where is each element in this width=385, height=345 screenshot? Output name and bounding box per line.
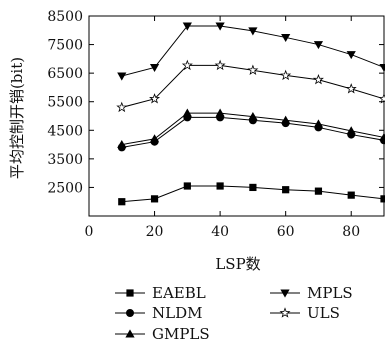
legend-marker-uls (279, 307, 291, 318)
data-point-mpls (248, 27, 258, 36)
data-point-gmpls (281, 115, 291, 124)
data-point-gmpls (248, 111, 258, 121)
legend-item-gmpls: GMPLS (115, 325, 210, 343)
legend-marker-gmpls (125, 329, 135, 338)
data-point-uls (378, 93, 385, 104)
data-point-mpls (215, 22, 225, 31)
data-point-mpls (346, 51, 356, 60)
data-point-gmpls (379, 132, 385, 141)
y-tick-label: 8500 (47, 9, 83, 25)
data-point-gmpls (313, 119, 324, 128)
data-point-gmpls (149, 134, 160, 143)
x-tick-label: 80 (342, 224, 360, 240)
data-point-mpls (281, 33, 291, 43)
x-tick-label: 40 (211, 224, 229, 240)
legend-marker-eaebl (126, 289, 134, 297)
data-point-eaebl (216, 182, 224, 190)
y-tick-label: 6500 (47, 66, 83, 82)
data-point-eaebl (380, 195, 385, 203)
legend: EAEBL NLDM GMPLS MPLS ULS (115, 284, 353, 343)
data-point-gmpls (346, 126, 356, 135)
data-point-uls (280, 69, 292, 81)
data-point-eaebl (183, 182, 191, 190)
data-point-uls (181, 59, 193, 71)
legend-marker-nldm (126, 309, 134, 317)
data-point-mpls (149, 63, 160, 73)
data-point-uls (149, 93, 161, 104)
data-point-mpls (182, 22, 192, 31)
legend-item-eaebl: EAEBL (115, 284, 206, 302)
y-tick-label: 2500 (47, 180, 83, 196)
data-point-eaebl (282, 186, 290, 194)
data-point-mpls (313, 41, 324, 50)
data-point-eaebl (150, 195, 159, 203)
series-mpls (117, 22, 385, 81)
series-uls (116, 59, 385, 113)
y-axis-label: 平均控制开销(bit) (8, 57, 26, 179)
x-tick-label: 60 (277, 224, 295, 240)
data-point-mpls (117, 72, 127, 81)
legend-label-eaebl: EAEBL (152, 284, 206, 302)
data-point-eaebl (249, 183, 257, 192)
data-point-uls (247, 64, 259, 75)
plot-area: 0 20 40 60 80 2500 3500 4500 5500 6500 7500 8500 (47, 9, 385, 240)
x-tick-label: 20 (146, 224, 164, 240)
legend-label-mpls: MPLS (307, 284, 353, 302)
y-tick-label: 5500 (47, 95, 83, 111)
data-point-uls (116, 101, 128, 113)
x-tick-label: 0 (85, 224, 94, 240)
series-gmpls (117, 108, 385, 149)
y-tick-label: 3500 (47, 152, 83, 168)
legend-label-gmpls: GMPLS (152, 325, 210, 343)
legend-item-mpls: MPLS (270, 284, 353, 302)
legend-item-uls: ULS (270, 304, 340, 322)
y-tick-label: 7500 (47, 38, 83, 54)
plot-frame (88, 15, 385, 217)
legend-item-nldm: NLDM (115, 304, 202, 322)
data-point-uls (214, 59, 226, 71)
series-eaebl (118, 182, 385, 206)
data-point-gmpls (117, 139, 127, 149)
data-point-eaebl (118, 198, 126, 206)
data-point-mpls (379, 63, 385, 73)
data-point-eaebl (314, 187, 323, 195)
legend-label-uls: ULS (307, 304, 340, 322)
data-point-gmpls (215, 108, 225, 117)
legend-label-nldm: NLDM (152, 304, 202, 322)
legend-marker-mpls (280, 289, 290, 298)
data-point-uls (312, 73, 324, 85)
data-point-gmpls (182, 108, 192, 117)
data-point-uls (345, 83, 357, 94)
data-point-eaebl (347, 191, 355, 199)
x-axis-label: LSP数 (215, 255, 260, 273)
y-tick-label: 4500 (47, 123, 83, 139)
